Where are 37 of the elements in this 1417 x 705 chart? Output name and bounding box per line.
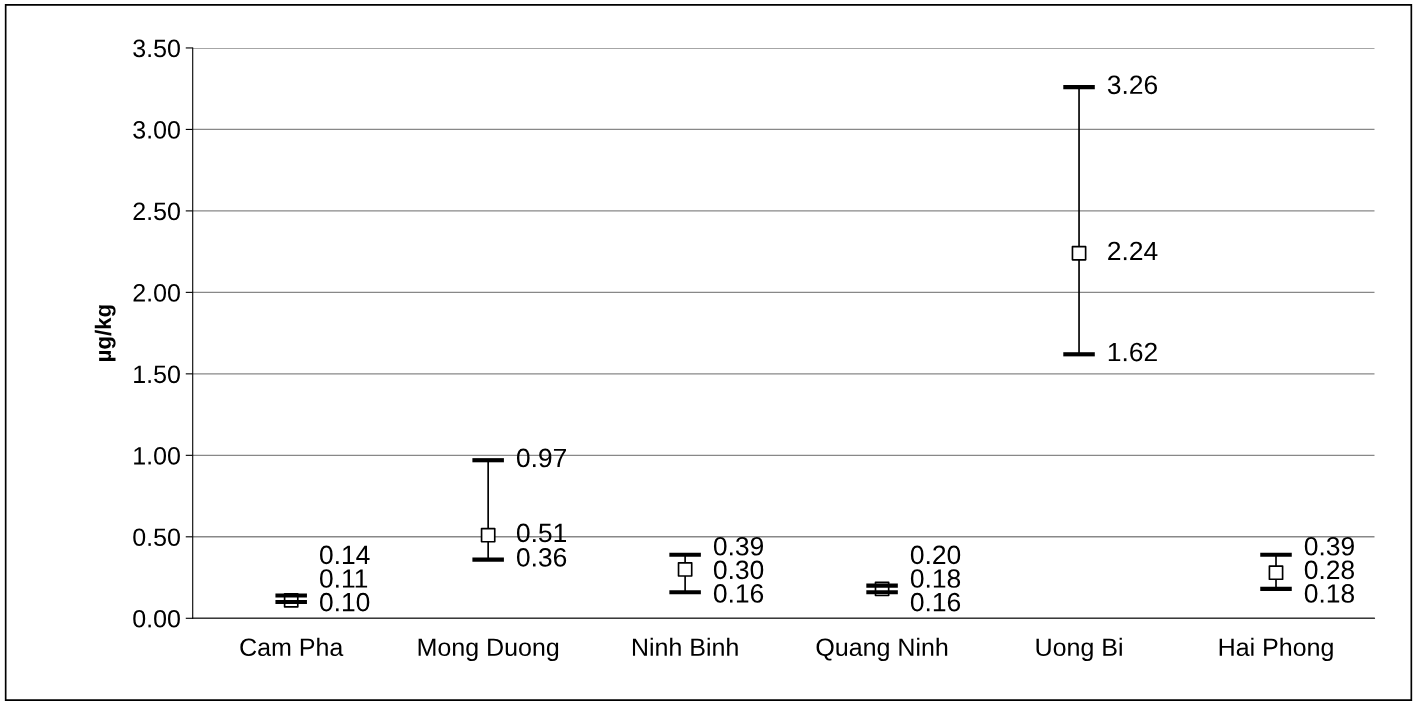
y-tick-label: 3.50 bbox=[133, 39, 180, 58]
point bbox=[1268, 565, 1284, 581]
y-tick-label: 0.50 bbox=[133, 528, 180, 547]
y-tick-label: 2.50 bbox=[133, 202, 180, 221]
annotation: 3.26 bbox=[1107, 75, 1158, 95]
point bbox=[480, 527, 496, 543]
annotation: 0.10 bbox=[320, 592, 370, 612]
annotation: 0.97 bbox=[516, 448, 566, 468]
y-tick-label: 2.00 bbox=[133, 283, 180, 302]
annotation: 0.16 bbox=[910, 592, 961, 612]
annotation: 0.39 bbox=[713, 536, 764, 556]
data-label: 0.51 bbox=[516, 523, 567, 543]
y-tick-label: 1.50 bbox=[134, 365, 180, 384]
data-label: 0.18 bbox=[910, 569, 961, 588]
annotation: 0.16 bbox=[713, 584, 764, 603]
x-tick-label: Quang Ninh bbox=[816, 637, 948, 662]
annotation: 0.18 bbox=[1304, 584, 1354, 603]
annotation: 0.14 bbox=[320, 545, 370, 565]
annotation: 0.39 bbox=[1304, 536, 1354, 556]
data-label: 0.11 bbox=[320, 569, 368, 588]
annotation: 1.62 bbox=[1108, 342, 1157, 362]
y-tick-label: 3.00 bbox=[133, 121, 180, 139]
point bbox=[677, 561, 693, 577]
annotation: 0.36 bbox=[516, 548, 567, 567]
x-tick-label: Mong Duong bbox=[418, 638, 559, 662]
y-tick-label: 0.00 bbox=[133, 609, 180, 628]
annotation: 0.20 bbox=[910, 545, 961, 565]
y-axis-title: µg/kg bbox=[94, 305, 116, 361]
x-tick-label: Uong Bi bbox=[1036, 637, 1122, 662]
data-label: 0.30 bbox=[713, 560, 764, 580]
point bbox=[1071, 245, 1087, 261]
x-tick-label: Ninh Binh bbox=[632, 637, 738, 656]
data-label: 0.28 bbox=[1304, 560, 1354, 580]
y-tick-label: 1.00 bbox=[134, 446, 180, 465]
x-tick-label: Hai Phong bbox=[1219, 637, 1333, 662]
data-label: 2.24 bbox=[1108, 241, 1158, 261]
x-tick-label: Cam Pha bbox=[240, 637, 344, 657]
